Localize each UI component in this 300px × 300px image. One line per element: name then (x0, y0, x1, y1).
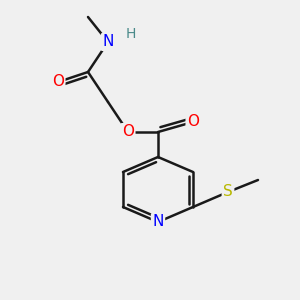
Text: O: O (122, 124, 134, 140)
Text: S: S (223, 184, 233, 200)
Text: N: N (152, 214, 164, 230)
Text: H: H (126, 27, 136, 41)
Text: O: O (187, 115, 199, 130)
Text: O: O (52, 74, 64, 89)
Text: N: N (102, 34, 114, 50)
